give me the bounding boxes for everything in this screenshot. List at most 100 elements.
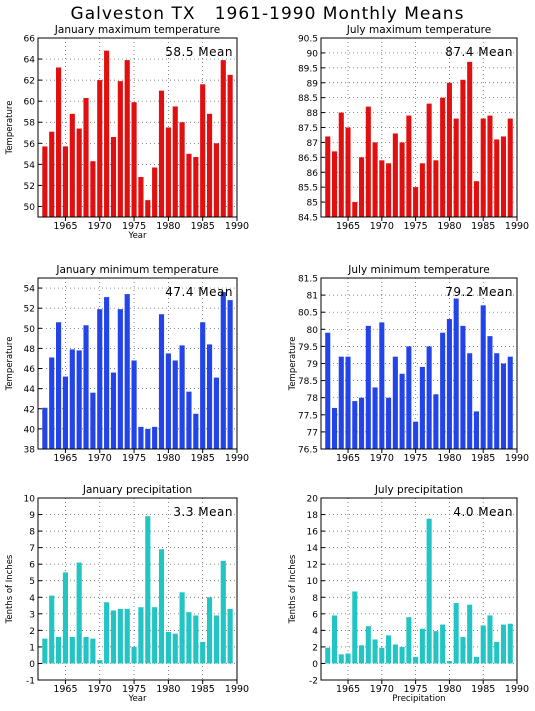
y-tick-label: 54: [24, 285, 36, 295]
bar: [97, 660, 103, 664]
y-tick-label: 8: [312, 594, 318, 604]
bar: [76, 562, 82, 664]
bar: [158, 90, 165, 217]
x-tick-label: 1990: [225, 453, 249, 464]
bar: [473, 411, 479, 449]
bar: [220, 292, 226, 449]
bar: [406, 346, 412, 449]
bar: [372, 142, 378, 217]
bar: [206, 113, 213, 217]
y-axis-label: Temperature: [5, 101, 15, 156]
bar: [419, 628, 425, 664]
y-tick-label: 84.5: [298, 214, 318, 224]
bar: [419, 163, 425, 217]
bar: [97, 309, 103, 449]
bar: [440, 332, 446, 449]
bar: [399, 142, 405, 217]
y-tick-label: 76.5: [298, 446, 318, 456]
x-tick-label: 1965: [53, 453, 77, 464]
page-title: Galveston TX 1961-1990 Monthly Means: [70, 4, 465, 24]
bar: [49, 357, 55, 449]
y-tick-label: 46: [24, 365, 36, 375]
bar: [62, 146, 69, 217]
bar: [433, 160, 439, 217]
y-tick-label: 58: [24, 119, 36, 129]
bar: [365, 106, 371, 217]
bar: [110, 610, 117, 664]
bar: [124, 608, 130, 664]
bar: [172, 633, 178, 664]
mean-label: 87.4 Mean: [445, 45, 513, 59]
bar: [90, 161, 96, 217]
bar: [359, 645, 365, 664]
bar: [507, 623, 513, 664]
bar: [507, 356, 513, 449]
x-tick-label: 1965: [336, 684, 360, 695]
bar: [206, 597, 213, 664]
y-tick-label: 89: [307, 79, 319, 89]
bar: [467, 604, 473, 664]
x-tick-label: 1980: [437, 221, 461, 232]
bar: [83, 325, 89, 449]
y-tick-label: 10: [24, 495, 36, 505]
y-tick-label: 90.5: [298, 35, 318, 45]
chart-title: July precipitation: [374, 484, 463, 496]
bar: [110, 136, 117, 217]
bar: [446, 82, 452, 217]
y-tick-label: 6: [29, 561, 35, 571]
bar: [131, 646, 137, 664]
x-tick-label: 1965: [336, 453, 360, 464]
bar: [453, 298, 459, 449]
bar: [200, 641, 206, 664]
x-tick-label: 1980: [437, 453, 461, 464]
bar: [179, 345, 185, 449]
bar: [172, 360, 178, 449]
bar: [345, 356, 351, 449]
y-tick-label: 0: [29, 660, 35, 670]
bar: [480, 625, 486, 664]
bar: [433, 631, 439, 664]
y-tick-label: 87: [307, 139, 318, 149]
bar: [145, 516, 151, 664]
bar: [90, 638, 96, 664]
bar: [131, 102, 137, 217]
chart-title: July minimum temperature: [347, 264, 489, 276]
bar: [473, 181, 479, 217]
bar: [365, 626, 371, 664]
bar: [352, 202, 358, 217]
bar: [473, 656, 479, 664]
bar: [42, 146, 48, 217]
bar: [426, 346, 432, 449]
y-tick-label: 42: [24, 405, 35, 415]
y-tick-label: 2: [29, 627, 35, 637]
y-tick-label: 86: [307, 169, 319, 179]
y-tick-label: 6: [312, 610, 318, 620]
bar: [56, 322, 62, 449]
x-tick-label: 1965: [53, 221, 77, 232]
bar: [500, 624, 507, 664]
bar: [69, 636, 75, 664]
bar: [104, 297, 110, 449]
chart-title: January minimum temperature: [55, 264, 218, 276]
y-tick-label: 60: [24, 98, 36, 108]
bar: [413, 421, 419, 449]
bar: [90, 392, 96, 449]
y-tick-label: 64: [24, 56, 36, 66]
y-tick-label: 87.5: [298, 124, 318, 134]
bar: [413, 187, 419, 217]
bar: [500, 363, 507, 449]
bar: [138, 176, 144, 217]
y-tick-label: 85: [307, 199, 318, 209]
y-tick-label: 16: [307, 528, 319, 538]
bar: [446, 660, 452, 664]
bar: [325, 647, 331, 664]
mean-label: 58.5 Mean: [165, 45, 233, 59]
plot-frame: [320, 497, 518, 681]
x-axis-label: Year: [128, 231, 148, 241]
x-tick-label: 1975: [404, 453, 428, 464]
x-tick-label: 1975: [404, 221, 428, 232]
plot-frame: [37, 37, 238, 218]
y-tick-label: 0: [312, 660, 318, 670]
bar: [49, 595, 55, 664]
